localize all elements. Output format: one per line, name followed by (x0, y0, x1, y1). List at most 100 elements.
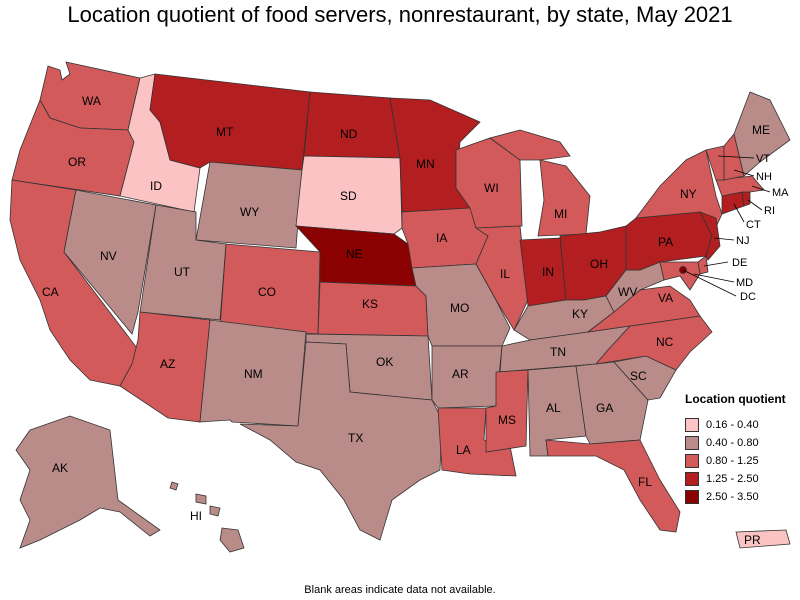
state-la[interactable] (437, 407, 517, 477)
legend-label: 2.50 - 3.50 (706, 491, 759, 503)
label-tn: TN (550, 345, 566, 359)
label-ri: RI (764, 205, 775, 217)
legend-swatch (685, 418, 699, 432)
state-nv[interactable] (63, 189, 157, 335)
label-me: ME (752, 123, 770, 137)
label-ak: AK (52, 461, 68, 475)
label-oh: OH (590, 257, 608, 271)
leader-ri (747, 199, 763, 211)
label-ok: OK (376, 355, 393, 369)
leader-md (693, 273, 735, 283)
state-mt[interactable] (149, 73, 311, 171)
label-ut: UT (174, 265, 191, 279)
legend-label: 0.40 - 0.80 (706, 437, 759, 449)
label-fl: FL (638, 475, 652, 489)
state-il[interactable] (474, 225, 529, 331)
state-ak[interactable] (15, 415, 161, 549)
state-mi-upper[interactable] (489, 129, 571, 161)
legend-title: Location quotient (685, 392, 786, 406)
leader-ma (751, 185, 771, 193)
state-me[interactable] (733, 91, 791, 177)
label-ks: KS (362, 297, 378, 311)
label-mi: MI (554, 207, 567, 221)
legend-swatch (685, 472, 699, 486)
legend-item: 0.40 - 0.80 (685, 434, 797, 452)
legend-item: 1.25 - 2.50 (685, 470, 797, 488)
label-co: CO (258, 285, 276, 299)
label-id: ID (150, 179, 162, 193)
label-in: IN (542, 265, 554, 279)
footnote: Blank areas indicate data not available. (304, 584, 496, 596)
state-hi-island-4[interactable] (169, 481, 179, 491)
legend-swatch (685, 490, 699, 504)
state-nd[interactable] (303, 91, 401, 159)
label-wi: WI (484, 181, 499, 195)
label-md: MD (736, 277, 753, 289)
label-ia: IA (436, 231, 447, 245)
label-mt: MT (216, 125, 234, 139)
label-ny: NY (680, 187, 697, 201)
label-or: OR (68, 155, 86, 169)
state-hi-group[interactable] (169, 481, 245, 553)
label-nc: NC (656, 335, 674, 349)
leader-nh (733, 169, 755, 177)
state-hi-island-3[interactable] (209, 505, 221, 517)
leader-vt (717, 155, 755, 159)
label-nm: NM (244, 367, 263, 381)
label-ky: KY (572, 307, 588, 321)
legend-item: 2.50 - 3.50 (685, 488, 797, 506)
legend-swatch (685, 454, 699, 468)
label-de: DE (732, 257, 747, 269)
legend-label: 0.16 - 0.40 (706, 419, 759, 431)
label-dc: DC (740, 291, 756, 303)
state-hi-island-2[interactable] (195, 493, 207, 505)
label-mn: MN (416, 157, 435, 171)
state-ar[interactable] (431, 345, 503, 409)
label-wv: WV (618, 285, 637, 299)
label-nh: NH (756, 171, 772, 183)
label-az: AZ (160, 357, 175, 371)
label-pr: PR (744, 533, 761, 547)
map-title: Location quotient of food servers, nonre… (67, 2, 733, 27)
label-va: VA (658, 291, 673, 305)
state-mi[interactable] (537, 159, 591, 237)
label-ct: CT (746, 219, 761, 231)
state-nm[interactable] (199, 319, 307, 427)
legend: Location quotient 0.16 - 0.40 0.40 - 0.8… (685, 392, 797, 506)
leader-de (703, 261, 729, 267)
label-nv: NV (100, 249, 117, 263)
leader-ct (733, 203, 745, 223)
label-nj: NJ (736, 235, 749, 247)
state-fl[interactable] (545, 439, 681, 533)
label-la: LA (456, 443, 471, 457)
label-sc: SC (630, 369, 647, 383)
state-md[interactable] (659, 261, 701, 291)
label-ma: MA (772, 187, 789, 199)
label-pa: PA (658, 235, 673, 249)
label-hi: HI (190, 509, 202, 523)
state-nj[interactable] (699, 211, 721, 261)
label-vt: VT (756, 153, 770, 165)
legend-label: 0.80 - 1.25 (706, 455, 759, 467)
state-hi[interactable] (219, 527, 245, 553)
legend-item: 0.16 - 0.40 (685, 416, 797, 434)
state-pr[interactable] (735, 529, 791, 549)
state-ma[interactable] (715, 175, 765, 197)
legend-swatch (685, 436, 699, 450)
label-ne: NE (346, 247, 363, 261)
label-wy: WY (240, 205, 259, 219)
label-ar: AR (452, 367, 469, 381)
label-al: AL (546, 401, 561, 415)
label-tx: TX (348, 431, 363, 445)
label-ga: GA (596, 401, 613, 415)
legend-item: 0.80 - 1.25 (685, 452, 797, 470)
state-tx[interactable] (239, 341, 443, 541)
leader-nj (713, 237, 735, 241)
label-il: IL (500, 267, 510, 281)
leader-dc (682, 269, 737, 297)
legend-label: 1.25 - 2.50 (706, 473, 759, 485)
state-wy[interactable] (195, 161, 303, 249)
label-ca: CA (42, 285, 59, 299)
label-ms: MS (498, 413, 516, 427)
